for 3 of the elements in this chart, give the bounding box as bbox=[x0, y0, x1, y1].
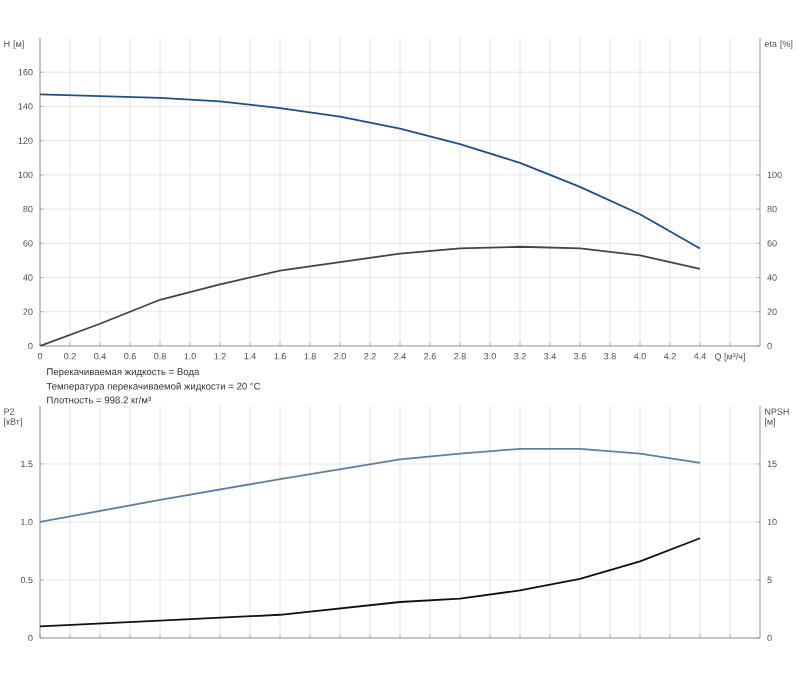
line-series bbox=[40, 93, 701, 250]
line-series bbox=[40, 448, 701, 523]
line-series bbox=[40, 537, 701, 628]
